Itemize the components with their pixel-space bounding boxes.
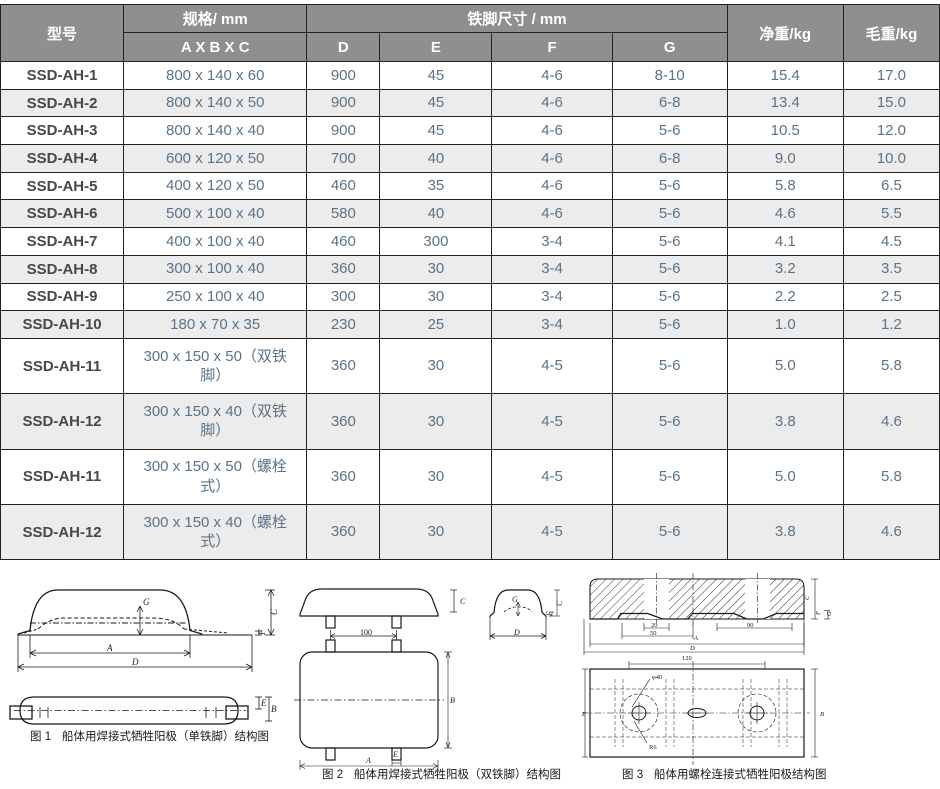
svg-text:B: B — [450, 696, 455, 705]
svg-text:B: B — [820, 711, 824, 718]
svg-text:100: 100 — [360, 628, 372, 637]
svg-text:R6: R6 — [649, 744, 657, 751]
svg-text:20: 20 — [651, 622, 658, 629]
svg-text:E: E — [260, 698, 267, 708]
svg-text:C: C — [460, 597, 466, 606]
svg-text:50: 50 — [650, 630, 657, 637]
svg-text:D: D — [689, 645, 695, 652]
svg-text:G: G — [826, 611, 833, 616]
svg-text:F: F — [545, 611, 554, 617]
svg-text:φ40: φ40 — [652, 674, 662, 681]
svg-text:120: 120 — [682, 655, 692, 662]
svg-text:C: C — [555, 600, 564, 606]
svg-text:D: D — [513, 628, 520, 637]
svg-text:F: F — [257, 629, 267, 636]
svg-text:图 1: 图 1 — [30, 730, 51, 743]
svg-text:图 2: 图 2 — [322, 768, 343, 781]
svg-text:G: G — [143, 597, 150, 607]
svg-text:船体用螺栓连接式牺牲阳极结构图: 船体用螺栓连接式牺牲阳极结构图 — [654, 767, 827, 781]
svg-text:90: 90 — [747, 622, 754, 629]
svg-text:E: E — [582, 711, 586, 718]
svg-text:A: A — [106, 643, 113, 653]
svg-text:C: C — [804, 595, 811, 600]
svg-text:B: B — [271, 704, 277, 714]
svg-text:图 3: 图 3 — [622, 768, 643, 781]
svg-text:A: A — [693, 635, 698, 642]
svg-text:A: A — [365, 756, 371, 765]
svg-text:船体用焊接式牺牲阳极（单铁脚）结构图: 船体用焊接式牺牲阳极（单铁脚）结构图 — [62, 729, 269, 743]
svg-text:G: G — [512, 595, 518, 604]
svg-text:C: C — [269, 608, 279, 615]
svg-text:船体用焊接式牺牲阳极（双铁脚）结构图: 船体用焊接式牺牲阳极（双铁脚）结构图 — [354, 767, 561, 781]
svg-text:F: F — [815, 610, 822, 616]
svg-text:D: D — [131, 657, 139, 667]
svg-text:E: E — [392, 750, 398, 759]
